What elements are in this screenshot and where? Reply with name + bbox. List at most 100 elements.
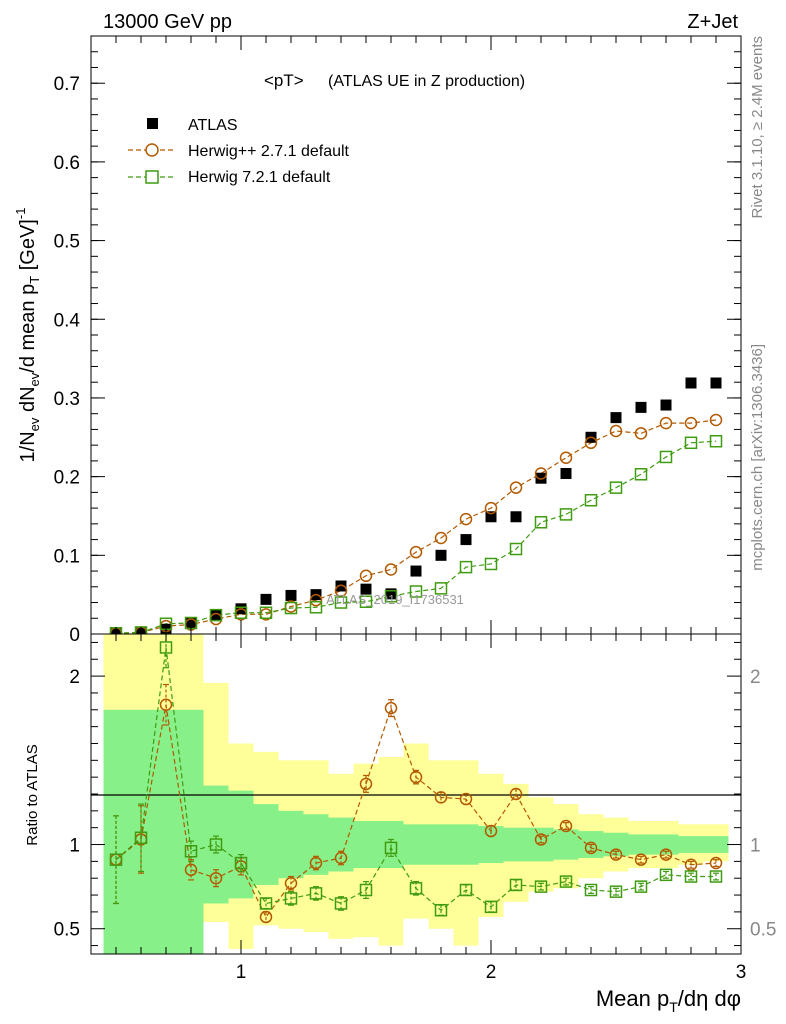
data-point-herwigpp (709, 413, 723, 427)
band-inner (653, 834, 679, 855)
data-point-atlas (460, 534, 472, 546)
data-point-atlas (535, 472, 547, 484)
data-point-atlas (635, 401, 647, 413)
ratio-point-herwigpp (684, 858, 698, 871)
header-left: 13000 GeV pp (103, 11, 232, 33)
y-tick-label: 0.6 (54, 153, 80, 174)
ratio-y-tick-label: 0.5 (54, 920, 80, 941)
ratio-point-herwig7 (109, 853, 123, 866)
data-point-herwig7 (584, 493, 598, 507)
data-point-atlas (260, 593, 272, 605)
ratio-point-herwigpp (509, 787, 523, 801)
data-point-atlas (185, 617, 197, 629)
data-point-herwigpp (634, 427, 648, 440)
ratio-point-herwig7 (134, 831, 148, 845)
ratio-point-herwig7 (609, 885, 623, 898)
band-inner (278, 810, 304, 879)
ratio-point-herwigpp (359, 777, 373, 791)
y-tick-label: 0.4 (54, 310, 81, 331)
herwig7-line (115, 440, 717, 634)
ratio-point-herwig7 (684, 870, 698, 883)
data-point-herwigpp (334, 584, 348, 597)
ratio-point-herwig7 (384, 841, 398, 855)
data-point-herwigpp (684, 416, 698, 430)
x-tick-label: 1 (236, 962, 247, 983)
data-point-herwig7 (534, 516, 548, 529)
data-point-herwigpp (659, 416, 673, 430)
y-tick-label: 0.3 (54, 389, 80, 410)
data-point-herwig7 (234, 606, 248, 620)
ratio-point-herwig7 (159, 641, 173, 654)
ratio-point-herwigpp (334, 851, 348, 865)
data-point-herwig7 (334, 596, 348, 609)
y-tick-label: 0 (69, 625, 80, 646)
band-inner (153, 709, 179, 954)
band-inner (428, 824, 454, 865)
ratio-bands (103, 634, 729, 954)
ratio-point-herwigpp (459, 792, 473, 806)
band-inner (353, 820, 379, 869)
data-point-herwigpp (484, 501, 498, 515)
data-point-herwig7 (384, 589, 398, 603)
ratio-point-herwig7 (709, 870, 723, 883)
data-point-herwigpp (584, 436, 598, 450)
data-point-herwig7 (509, 542, 523, 556)
band-inner (253, 804, 279, 885)
ratio-point-herwig7 (434, 903, 448, 917)
main-marks (109, 377, 723, 640)
x-tick-label: 3 (736, 962, 747, 983)
ratio-point-herwig7 (459, 883, 473, 897)
ratio-point-herwig7 (409, 882, 423, 895)
data-point-atlas (560, 467, 572, 479)
data-point-herwig7 (484, 557, 498, 571)
ratio-point-herwigpp (559, 819, 573, 833)
ratio-point-herwigpp (184, 863, 198, 877)
ratio-point-herwigpp (284, 877, 298, 890)
data-point-atlas (660, 399, 672, 411)
y-axis-label-main: 1/Nev dNev/d mean pT [GeV]-1 (13, 208, 42, 463)
legend-marker-herwigpp (145, 143, 159, 157)
legend-marker-atlas (147, 118, 158, 129)
data-point-herwig7 (684, 436, 698, 450)
data-point-herwig7 (559, 508, 573, 521)
data-point-atlas (685, 377, 697, 389)
data-point-atlas (510, 511, 522, 523)
band-inner (403, 824, 429, 865)
data-point-herwigpp (309, 593, 323, 607)
ratio-point-herwig7 (334, 897, 348, 910)
ratio-point-herwig7 (284, 892, 298, 905)
legend: ATLAS Herwig++ 2.7.1 default Herwig 7.2.… (128, 117, 350, 186)
ratio-point-herwig7 (259, 897, 273, 910)
legend-label-herwigpp: Herwig++ 2.7.1 default (188, 143, 350, 160)
data-point-atlas (335, 580, 347, 592)
header-right: Z+Jet (687, 11, 738, 33)
ratio-y-tick-label-right: 1 (750, 836, 761, 857)
ratio-point-herwig7 (309, 887, 323, 900)
legend-marker-herwig7 (145, 170, 159, 184)
legend-label-herwig7: Herwig 7.2.1 default (188, 169, 331, 186)
data-point-herwig7 (634, 468, 648, 481)
data-point-herwigpp (509, 481, 523, 494)
ratio-point-herwigpp (209, 871, 223, 885)
data-point-herwigpp (459, 512, 473, 526)
x-tick-label: 2 (486, 962, 497, 983)
main-ticks: 0 0.1 0.2 0.3 0.4 0.5 0.6 0.7 (54, 36, 742, 646)
ratio-point-herwigpp (484, 824, 498, 838)
plot-subtitle: (ATLAS UE in Z production) (328, 73, 525, 90)
plot-title: <pT> (264, 71, 304, 90)
band-inner (178, 709, 204, 954)
y-tick-label: 0.5 (54, 232, 80, 253)
band-inner (503, 827, 529, 862)
band-inner (678, 836, 704, 853)
data-point-atlas (360, 583, 372, 595)
ratio-y-tick-label-right: 0.5 (750, 920, 776, 941)
ratio-y-tick-label: 1 (69, 836, 80, 857)
band-inner (703, 836, 729, 853)
data-point-herwig7 (209, 608, 223, 622)
y-tick-label: 0.1 (54, 546, 80, 567)
data-point-herwigpp (609, 424, 623, 438)
data-point-herwig7 (284, 601, 298, 615)
ratio-point-herwigpp (634, 853, 648, 866)
side-text-mcplots: mcplots.cern.ch [arXiv:1306.3436] (749, 344, 766, 571)
